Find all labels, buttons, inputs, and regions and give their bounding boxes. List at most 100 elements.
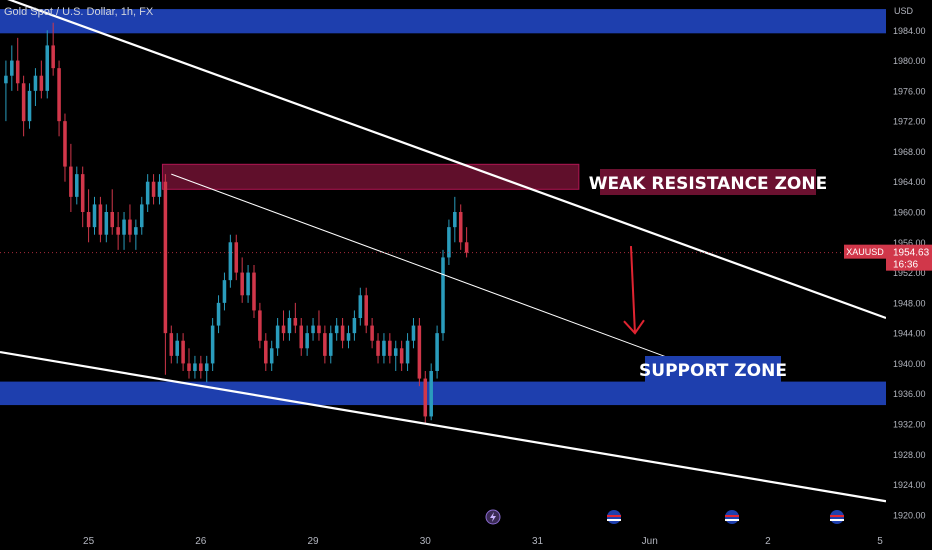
candle-body [104,212,109,235]
currency-label: USD [894,6,914,16]
candle-body [69,166,73,197]
price-tick-label: 1968.00 [893,147,926,157]
candle-body [281,325,286,334]
time-axis[interactable] [0,530,932,550]
support-label-bg [645,356,781,382]
symbol-text: XAUUSD [846,247,884,257]
time-tick-label: 30 [420,536,432,547]
time-tick-label: 2 [765,536,771,547]
us-flag-event-icon[interactable] [830,510,844,524]
price-tick-labels: 1984.00 1980.00 1976.00 1972.00 1968.00 1964.… [893,26,926,521]
time-tick-label: 26 [195,536,207,547]
candle-body [358,295,363,318]
candle-body [204,363,209,371]
candle-body [63,121,67,167]
candle-body [240,272,244,296]
candle-body [346,333,351,341]
price-tick-label: 1980.00 [893,56,926,66]
candle-body [275,325,280,349]
candle-body [269,348,274,364]
support-upper-zone [0,9,886,34]
candle-body [39,75,44,91]
candle-body [376,340,380,356]
candle-body [116,227,120,235]
price-tick-label: 1944.00 [893,329,926,339]
candle-body [33,75,38,91]
candle-body [405,340,410,364]
last-price-tag[interactable]: XAUUSD 1954.63 16:36 [844,244,932,271]
candle-body [447,227,451,258]
down-arrow-head [623,319,645,335]
arrow-layer [623,246,645,335]
price-tick-label: 1972.00 [893,117,926,127]
candle-body [193,363,197,371]
candle-body [128,219,132,235]
bar-countdown-text: 16:36 [893,260,918,271]
candle-body [399,348,404,364]
us-flag-event-icon[interactable] [725,510,739,524]
candle-body [464,242,469,253]
candle-body [57,68,61,122]
candle-body [139,204,144,228]
candle-body [370,325,374,341]
candle-body [423,378,428,417]
lightning-event-icon[interactable] [485,509,501,525]
candle-body [246,272,250,296]
candle-body [393,348,398,356]
inner-descending-trendline [171,173,715,376]
candle-body [364,295,368,326]
time-tick-label: 25 [83,536,95,547]
price-tick-label: 1948.00 [893,298,926,308]
support-label-text: SUPPORT ZONE [639,361,787,381]
time-tick-labels: 25 26 29 30 31 Jun 2 5 [83,536,883,547]
candle-body [157,181,162,197]
candle-body [222,280,227,303]
candle-body [98,204,103,235]
candle-body [340,325,345,341]
candle-body [21,83,26,122]
time-tick-label: Jun [642,536,658,547]
support-zone-label[interactable]: SUPPORT ZONE [639,356,787,382]
time-tick-label: 29 [307,536,319,547]
candle-body [27,90,32,122]
candle-body [216,302,221,326]
candle-body [228,242,233,281]
candle-body [453,212,457,228]
price-tick-label: 1984.00 [893,26,926,36]
candle-body [441,257,445,334]
candle-body [75,174,79,197]
price-tick-label: 1976.00 [893,86,926,96]
symbol-badge [844,244,886,259]
candle-body [110,212,114,228]
resistance-zone [161,163,580,190]
candle-body [122,219,126,235]
candle-body [334,325,339,334]
candle-body [10,60,14,76]
candle-body [323,333,327,356]
price-tick-label: 1932.00 [893,420,926,430]
candle-body [45,45,50,91]
candle-body [417,325,422,379]
candle-body [151,181,156,197]
resistance-label-text: WEAK RESISTANCE ZONE [589,174,827,194]
candle-body [234,242,239,273]
candle-body [92,204,97,228]
candle-body [293,318,298,326]
down-arrow-shaft [629,246,636,334]
price-tick-label: 1940.00 [893,359,926,369]
candle-body [199,363,203,371]
us-flag-event-icon[interactable] [607,510,621,524]
price-tick-label: 1928.00 [893,450,926,460]
candle-body [429,371,433,417]
time-tick-label: 5 [877,536,883,547]
candle-body [210,325,215,364]
candle-body [299,325,304,349]
candle-body [163,181,168,334]
candle-body [287,318,292,334]
resistance-zone-label[interactable]: WEAK RESISTANCE ZONE [589,169,827,195]
upper-channel-trendline [7,0,887,320]
candle-body [134,227,138,235]
time-tick-label: 31 [532,536,544,547]
candle-body [305,333,309,349]
